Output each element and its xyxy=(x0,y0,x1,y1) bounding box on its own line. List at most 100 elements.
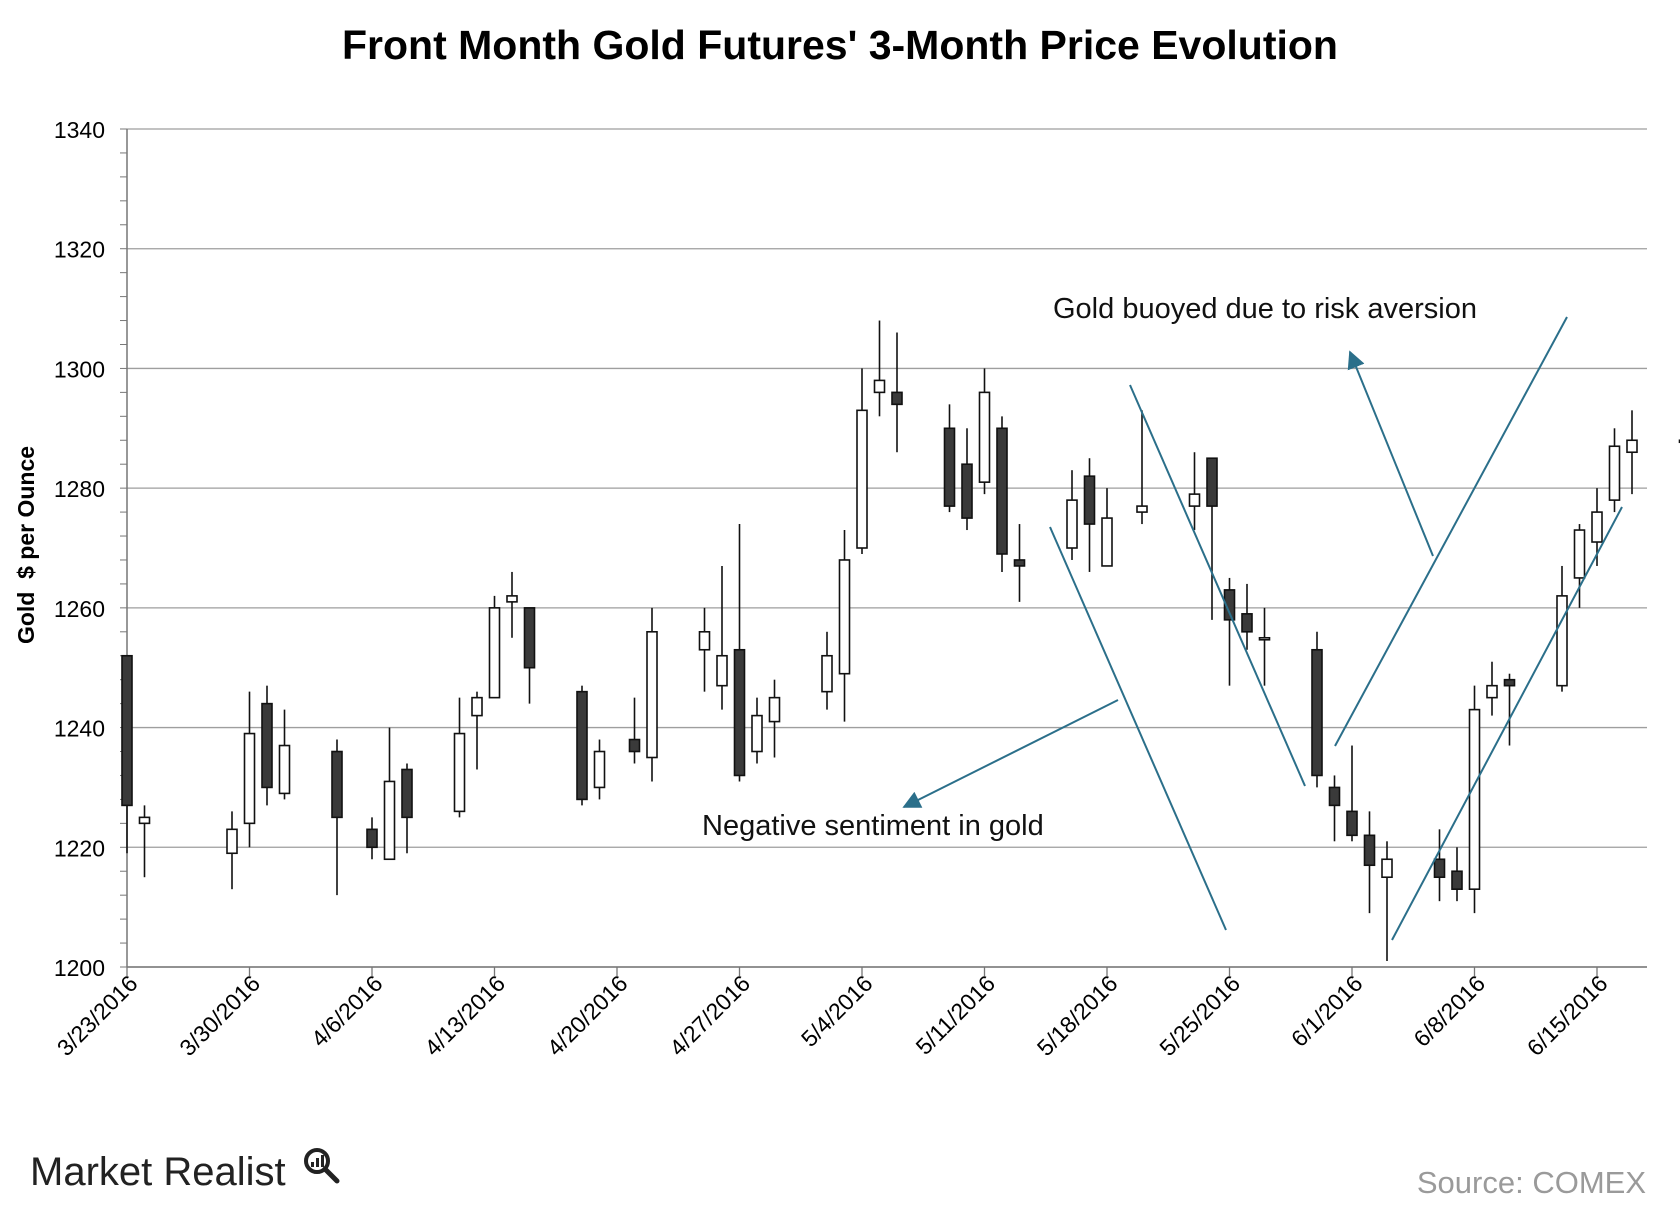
candle xyxy=(1626,410,1638,495)
candle-body xyxy=(226,828,238,855)
candle-body xyxy=(1066,499,1078,549)
x-tick-label: 4/20/2016 xyxy=(542,970,633,1061)
candle xyxy=(593,739,606,800)
magnifier-icon xyxy=(304,1148,340,1184)
risk-aversion-arrow xyxy=(1347,350,1434,557)
candle xyxy=(1363,811,1376,914)
candle-body xyxy=(278,744,291,795)
candle xyxy=(1556,565,1568,692)
candle-body xyxy=(1591,511,1603,543)
candle-body xyxy=(873,379,886,394)
candle-body xyxy=(856,409,868,549)
y-tick-label: 1240 xyxy=(54,716,105,742)
y-tick-label: 1220 xyxy=(54,835,105,861)
candle xyxy=(576,685,588,806)
up-channel-upper-line xyxy=(1334,316,1568,747)
annotation-risk-aversion: Gold buoyed due to risk aversion xyxy=(1053,293,1477,325)
candle-body xyxy=(1608,445,1621,501)
candle-body xyxy=(733,648,746,777)
candle-body xyxy=(401,768,413,819)
candle-body xyxy=(1258,636,1271,641)
candle xyxy=(1486,661,1498,716)
candle-body xyxy=(523,607,536,669)
candle-body xyxy=(1626,439,1638,454)
candle xyxy=(1573,524,1586,608)
candle-body xyxy=(768,696,781,723)
candle xyxy=(471,691,483,770)
candle-body xyxy=(628,738,641,753)
x-tick-label: 5/11/2016 xyxy=(910,970,1000,1060)
candle xyxy=(943,404,956,513)
candle xyxy=(768,679,781,758)
candle xyxy=(488,595,501,699)
y-tick-label: 1260 xyxy=(54,596,105,622)
x-tick-label: 6/8/2016 xyxy=(1408,970,1490,1052)
candle xyxy=(1241,583,1253,650)
candle xyxy=(1066,470,1078,560)
candle-body xyxy=(961,463,973,519)
candle-body xyxy=(331,750,343,819)
y-axis-label: Gold $ per Ounce xyxy=(13,446,39,644)
candle xyxy=(138,805,151,878)
candle xyxy=(698,607,711,692)
candle-body xyxy=(366,828,378,849)
candle xyxy=(1311,631,1323,788)
candle xyxy=(1381,841,1393,962)
candle xyxy=(1083,458,1096,572)
candle xyxy=(243,691,256,848)
chart-title: Front Month Gold Futures' 3-Month Price … xyxy=(342,22,1338,68)
candle xyxy=(1608,428,1621,513)
candles xyxy=(121,320,1680,962)
candle-body xyxy=(383,780,396,861)
candle xyxy=(1346,745,1358,842)
candle-body xyxy=(821,654,833,693)
x-tick-label: 6/1/2016 xyxy=(1286,970,1368,1052)
y-tick-label: 1320 xyxy=(54,237,105,263)
candle-body xyxy=(506,595,518,603)
candle xyxy=(961,428,973,531)
candle-body xyxy=(1486,684,1498,699)
candle xyxy=(751,697,763,764)
candle xyxy=(523,607,536,704)
candle xyxy=(628,697,641,764)
candle xyxy=(226,811,238,890)
candle xyxy=(1101,488,1113,567)
candle-body xyxy=(261,702,273,789)
candle xyxy=(1136,410,1148,525)
candle-body xyxy=(471,696,483,717)
candle-body xyxy=(243,732,256,825)
x-tick-label: 4/13/2016 xyxy=(419,970,510,1061)
candle-body xyxy=(1241,613,1253,633)
candle xyxy=(453,697,466,818)
candle-body xyxy=(698,630,711,651)
candle xyxy=(1188,452,1201,531)
x-tick-label: 5/25/2016 xyxy=(1154,970,1245,1061)
candle-body xyxy=(1206,457,1218,507)
down-channel-lower-line xyxy=(1129,384,1306,787)
down-channel-upper-line xyxy=(1049,526,1227,931)
candle xyxy=(1206,457,1218,620)
candle xyxy=(366,817,378,860)
candle-body xyxy=(576,690,588,801)
candle-body xyxy=(138,816,151,825)
candle-body xyxy=(1573,529,1586,579)
candle xyxy=(716,565,728,710)
y-tick-label: 1340 xyxy=(54,117,105,143)
candle-body xyxy=(1188,493,1201,507)
candle-body xyxy=(1363,834,1376,867)
candle-body xyxy=(1346,810,1358,837)
candle-body xyxy=(1433,858,1446,879)
candle-body xyxy=(838,559,851,675)
candle-body xyxy=(453,732,466,813)
candle-body xyxy=(1083,475,1096,525)
x-tick-label: 3/30/2016 xyxy=(174,970,265,1061)
candle xyxy=(873,320,886,417)
candle-body xyxy=(1328,786,1341,807)
candle xyxy=(1258,607,1271,686)
y-tick-label: 1280 xyxy=(54,476,105,502)
candle-body xyxy=(996,427,1008,555)
candle xyxy=(856,368,868,554)
x-tick-label: 4/27/2016 xyxy=(664,970,755,1061)
candle-body xyxy=(488,607,501,699)
